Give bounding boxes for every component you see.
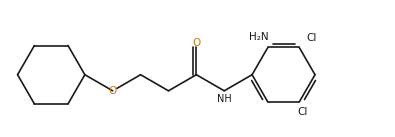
Text: H₂N: H₂N xyxy=(249,32,269,42)
Text: Cl: Cl xyxy=(297,107,307,117)
Text: Cl: Cl xyxy=(306,33,316,43)
Text: O: O xyxy=(192,38,201,48)
Text: O: O xyxy=(109,86,117,96)
Text: NH: NH xyxy=(217,94,231,104)
